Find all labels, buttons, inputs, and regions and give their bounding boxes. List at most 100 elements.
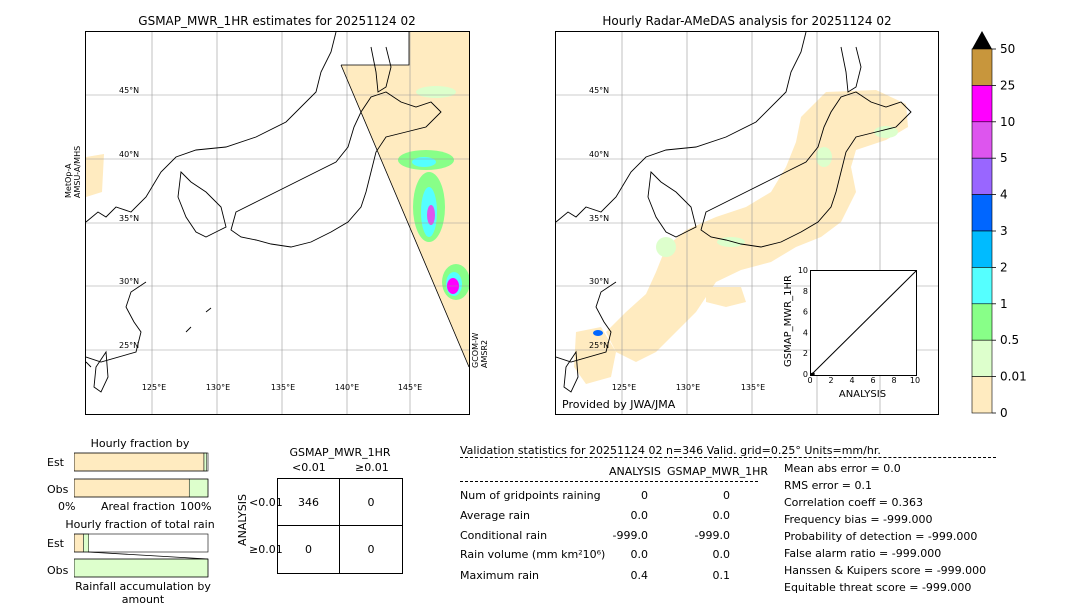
rain-area xyxy=(427,205,435,225)
provided-by-label: Provided by JWA/JMA xyxy=(562,398,676,411)
colorbar-tick-label: 10 xyxy=(1000,115,1015,129)
colorbar-tick-label: 25 xyxy=(1000,78,1015,92)
contingency-cell: 0 xyxy=(367,496,375,509)
fraction-bar xyxy=(83,533,89,553)
contingency-row-header: ≥0.01 xyxy=(249,543,283,556)
stat-row-analysis: -999.0 xyxy=(612,529,648,542)
left-swath-boundary xyxy=(340,32,469,368)
total-rain-obs-label: Obs xyxy=(47,564,69,577)
scatter-y-tick: 8 xyxy=(803,287,808,296)
right-lat-labels: 45°N 40°N 35°N 30°N 25°N xyxy=(589,86,609,350)
fraction-bar xyxy=(74,533,84,553)
right-map-canvas: 45°N 40°N 35°N 30°N 25°N 125°E 130°E 135… xyxy=(556,32,938,414)
right-coastline xyxy=(556,32,912,393)
stat-row-label: Average rain xyxy=(460,509,530,522)
total-rain-chart xyxy=(74,533,209,578)
stat-row-label: Num of gridpoints raining xyxy=(460,489,601,502)
fraction-bar-frame xyxy=(74,452,209,472)
score-line: Probability of detection = -999.000 xyxy=(784,530,978,543)
lat-label: 35°N xyxy=(589,214,609,223)
colorbar-tick-label: 0 xyxy=(1000,406,1008,418)
table-divider xyxy=(339,479,340,573)
stat-row-gsmap: 0.0 xyxy=(712,509,731,522)
scatter-x-ticks: 0 2 4 6 8 10 xyxy=(807,376,920,385)
rain-area xyxy=(416,86,456,98)
lat-label: 30°N xyxy=(119,277,139,286)
stat-row-label: Maximum rain xyxy=(460,569,539,582)
colorbar-tick-label: 0.01 xyxy=(1000,370,1027,384)
total-rain-xlabel: Rainfall accumulation by amount xyxy=(75,580,211,606)
rain-area xyxy=(717,237,745,247)
validation-col-gsmap: GSMAP_MWR_1HR xyxy=(667,465,769,478)
lat-label: 40°N xyxy=(119,150,139,159)
left-coastline xyxy=(86,32,442,393)
contingency-col-header: <0.01 xyxy=(292,461,326,474)
scatter-y-tick: 0 xyxy=(803,370,808,379)
scatter-y-tick: 10 xyxy=(798,266,808,275)
scatter-y-ticks: 0 2 4 6 8 10 xyxy=(798,266,808,379)
score-line: False alarm ratio = -999.000 xyxy=(784,547,942,560)
right-map: 45°N 40°N 35°N 30°N 25°N 125°E 130°E 135… xyxy=(555,31,939,415)
rain-area xyxy=(593,330,603,336)
fraction-bar xyxy=(203,452,207,472)
scatter-xlabel: ANALYSIS xyxy=(838,389,887,400)
contingency-row-axis-text: ANALYSIS xyxy=(236,494,249,546)
colorbar-tick-label: 2 xyxy=(1000,260,1008,274)
total-rain-est-label: Est xyxy=(47,537,64,550)
colorbar-tick-label: 1 xyxy=(1000,297,1008,311)
contingency-row-header: <0.01 xyxy=(249,496,283,509)
score-line: Equitable threat score = -999.000 xyxy=(784,581,972,594)
lat-label: 40°N xyxy=(589,150,609,159)
left-map-canvas: 45°N 40°N 35°N 30°N 25°N 125°E 130°E 135… xyxy=(86,32,469,414)
lon-label: 130°E xyxy=(206,383,230,392)
colorbar-swatch xyxy=(971,194,993,232)
colorbar-swatch xyxy=(971,121,993,159)
occurrence-xlabel: Areal fraction xyxy=(101,500,176,513)
radar-coverage xyxy=(706,287,746,307)
stat-row-gsmap: 0 xyxy=(723,489,730,502)
right-satellite-label: GCOM-W AMSR2 xyxy=(471,332,489,368)
left-map: 45°N 40°N 35°N 30°N 25°N 125°E 130°E 135… xyxy=(85,31,470,415)
stat-row-gsmap: 0.1 xyxy=(712,569,731,582)
contingency-cell: 0 xyxy=(367,543,375,556)
occurrence-x-min: 0% xyxy=(58,500,76,513)
lon-label: 125°E xyxy=(142,383,166,392)
score-line: Frequency bias = -999.000 xyxy=(784,513,933,526)
satellite-label: MetOp-A xyxy=(64,163,73,198)
lat-label: 25°N xyxy=(119,341,139,350)
colorbar-tick-label: 0.5 xyxy=(1000,333,1019,347)
colorbar-tick-label: 50 xyxy=(1000,42,1015,56)
stat-row-gsmap: 0.0 xyxy=(712,548,731,561)
left-gridlines xyxy=(86,32,469,414)
lon-label: 140°E xyxy=(335,383,359,392)
fraction-bar xyxy=(188,478,209,498)
stat-row-gsmap: -999.0 xyxy=(694,529,730,542)
contingency-title: GSMAP_MWR_1HR xyxy=(289,446,391,459)
stat-row-analysis: 0.4 xyxy=(630,569,649,582)
validation-col-rule xyxy=(460,481,758,482)
colorbar-tick-label: 3 xyxy=(1000,224,1008,238)
occurrence-obs-label: Obs xyxy=(47,483,69,496)
colorbar-swatch xyxy=(971,230,993,268)
left-lon-labels: 125°E 130°E 135°E 140°E 145°E xyxy=(142,383,422,392)
left-satellite-label: MetOp-A AMSU-A/MHS xyxy=(64,146,82,198)
scatter-x-tick: 8 xyxy=(891,376,896,385)
colorbar-swatch xyxy=(971,85,993,123)
lon-label: 130°E xyxy=(676,383,700,392)
colorbar-extend-arrow xyxy=(972,31,992,49)
contingency-row-axis-label: ANALYSIS xyxy=(236,494,249,546)
colorbar-tick-label: 4 xyxy=(1000,188,1008,202)
lat-label: 45°N xyxy=(589,86,609,95)
colorbar-swatch xyxy=(971,267,993,305)
accumulation-connector xyxy=(87,551,209,560)
colorbar-swatch xyxy=(971,376,993,414)
radar-coverage xyxy=(606,90,908,362)
scatter-x-tick: 4 xyxy=(849,376,854,385)
validation-col-analysis: ANALYSIS xyxy=(609,465,661,478)
table-divider xyxy=(278,525,402,526)
contingency-cell: 346 xyxy=(298,496,319,509)
satellite-label: AMSU-A/MHS xyxy=(73,146,82,198)
scatter-x-tick: 10 xyxy=(910,376,920,385)
scatter-ylabel-text: GSMAP_MWR_1HR xyxy=(783,275,794,367)
occurrence-x-max: 100% xyxy=(180,500,212,513)
